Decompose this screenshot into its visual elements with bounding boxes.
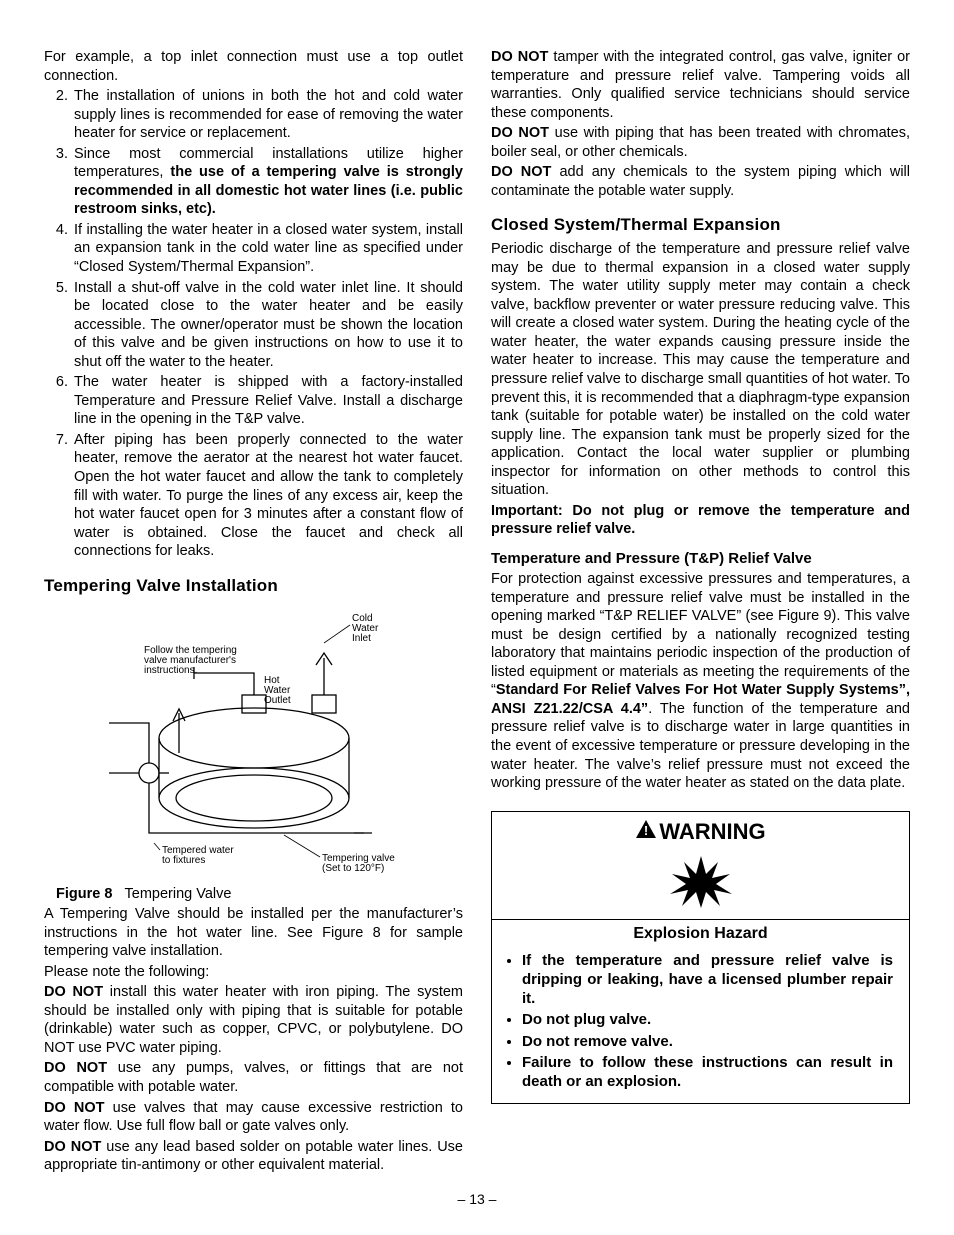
warning-bullet: Do not remove valve. — [522, 1032, 893, 1051]
donot-rest: use with piping that has been treated wi… — [491, 125, 910, 160]
tempering-valve-diagram: ColdWaterInlet Follow the temperingvalve… — [54, 603, 454, 883]
donot-lead: DO NOT — [44, 984, 103, 1000]
tp-relief-heading: Temperature and Pressure (T&P) Relief Va… — [491, 549, 910, 568]
tp-relief-body: For protection against excessive pressur… — [491, 570, 910, 793]
figure-caption-bold: Figure 8 — [56, 886, 112, 902]
closed-system-important: Important: Do not plug or remove the tem… — [491, 502, 910, 539]
fig-label-setto: Tempering valve(Set to 120°F) — [322, 853, 395, 874]
page-number: – 13 – — [44, 1191, 910, 1209]
list-text: After piping has been properly connected… — [74, 432, 463, 559]
page-columns: For example, a top inlet connection must… — [44, 48, 910, 1177]
tp-body-pre: For protection against excessive pressur… — [491, 571, 910, 698]
closed-system-body: Periodic discharge of the temperature an… — [491, 240, 910, 500]
donot-item: DO NOT add any chemicals to the system p… — [491, 163, 910, 200]
warning-triangle-icon: ! — [635, 819, 657, 845]
donot-lead: DO NOT — [491, 125, 549, 141]
donot-rest: use any lead based solder on potable wat… — [44, 1139, 463, 1174]
donot-item: DO NOT tamper with the integrated contro… — [491, 48, 910, 122]
donot-rest: use any pumps, valves, or fittings that … — [44, 1060, 463, 1095]
donot-rest: install this water heater with iron pipi… — [44, 984, 463, 1056]
warning-bullet: Do not plug valve. — [522, 1010, 893, 1029]
after-fig-p2: Please note the following: — [44, 963, 463, 982]
list-text: The installation of unions in both the h… — [74, 88, 463, 141]
explosion-icon — [492, 848, 909, 920]
donot-item: DO NOT use any pumps, valves, or fitting… — [44, 1059, 463, 1096]
numbered-list: The installation of unions in both the h… — [44, 87, 463, 561]
warning-header: ! WARNING — [492, 812, 909, 848]
donot-rest: tamper with the integrated control, gas … — [491, 49, 910, 121]
list-item: If installing the water heater in a clos… — [72, 221, 463, 277]
donot-item: DO NOT use with piping that has been tre… — [491, 124, 910, 161]
fig-label-tempered: Tempered waterto fixtures — [162, 845, 234, 866]
right-column: DO NOT tamper with the integrated contro… — [491, 48, 910, 1177]
fig-label-follow: Follow the temperingvalve manufacturer's… — [144, 645, 237, 676]
list-text: The water heater is shipped with a facto… — [74, 374, 463, 427]
fig-label-cold: ColdWaterInlet — [352, 613, 379, 644]
warning-bullet: If the temperature and pressure relief v… — [522, 951, 893, 1009]
donot-item: DO NOT use any lead based solder on pota… — [44, 1138, 463, 1175]
after-fig-p1: A Tempering Valve should be installed pe… — [44, 905, 463, 961]
left-column: For example, a top inlet connection must… — [44, 48, 463, 1177]
donot-lead: DO NOT — [491, 164, 551, 180]
warning-bullet: Failure to follow these instructions can… — [522, 1053, 893, 1091]
list-item: The installation of unions in both the h… — [72, 87, 463, 143]
warning-label: WARNING — [659, 819, 765, 844]
hazard-title: Explosion Hazard — [492, 919, 909, 948]
list-text: Install a shut-off valve in the cold wat… — [74, 280, 463, 370]
donot-rest: add any chemicals to the system piping w… — [491, 164, 910, 199]
closed-system-heading: Closed System/Thermal Expansion — [491, 214, 910, 236]
warning-bullet-list: If the temperature and pressure relief v… — [492, 949, 909, 1103]
donot-rest: use valves that may cause excessive rest… — [44, 1100, 463, 1135]
tempering-heading: Tempering Valve Installation — [44, 575, 463, 597]
donot-item: DO NOT install this water heater with ir… — [44, 983, 463, 1057]
donot-lead: DO NOT — [44, 1100, 105, 1116]
list-item: After piping has been properly connected… — [72, 431, 463, 561]
list-text: If installing the water heater in a clos… — [74, 222, 463, 275]
donot-lead: DO NOT — [44, 1060, 107, 1076]
fig-label-hot: HotWaterOutlet — [264, 675, 291, 706]
donot-lead: DO NOT — [44, 1139, 101, 1155]
list-item: Since most commercial installations util… — [72, 145, 463, 219]
figure-caption-text: Tempering Valve — [125, 886, 232, 902]
donot-item: DO NOT use valves that may cause excessi… — [44, 1099, 463, 1136]
intro-text: For example, a top inlet connection must… — [44, 48, 463, 85]
donot-lead: DO NOT — [491, 49, 548, 65]
svg-text:!: ! — [644, 823, 648, 838]
list-item: Install a shut-off valve in the cold wat… — [72, 279, 463, 372]
list-item: The water heater is shipped with a facto… — [72, 373, 463, 429]
figure-8: ColdWaterInlet Follow the temperingvalve… — [44, 603, 463, 904]
figure-caption: Figure 8 Tempering Valve — [56, 885, 463, 904]
warning-box: ! WARNING Explosion Hazard If the temper… — [491, 811, 910, 1104]
